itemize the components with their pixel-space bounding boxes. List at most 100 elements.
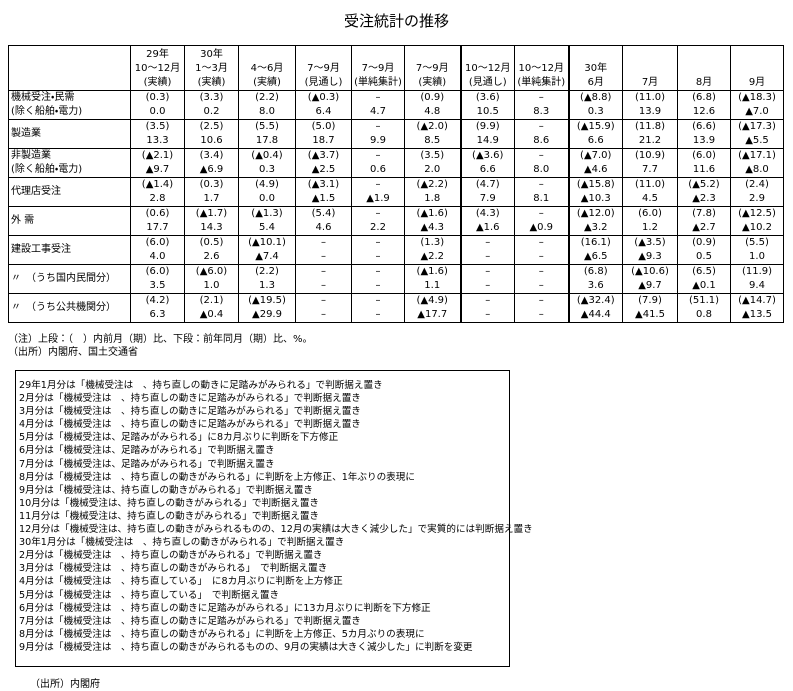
- column-header: 10～12月 (単純集計): [514, 45, 570, 91]
- cell-bottom: 2.0: [404, 163, 462, 178]
- cell-top: (6.5): [677, 264, 731, 279]
- header-row: 29年 10～12月 (実績) 30年 1～3月 (実績) 4～6月 (実績) 7～9月 (見通し…: [8, 45, 784, 91]
- column-header: 10～12月 (見通し): [460, 45, 515, 91]
- cell-top: (▲32.4): [568, 293, 623, 308]
- cell-top: (▲1.7): [184, 206, 239, 221]
- cell-bottom: 1.1: [404, 279, 462, 294]
- header-line: 9月: [748, 77, 766, 88]
- header-line: (単純集計): [354, 77, 402, 88]
- cell-top: (▲12.0): [568, 206, 623, 221]
- box-line: 3月分は「機械受注は 、持ち直しの動きに足踏みがみられる」で判断据え置き: [19, 406, 361, 418]
- cell-bottom: 21.2: [622, 134, 678, 149]
- box-line: 2月分は「機械受注は 、持ち直しの動きに足踏みがみられる」で判断据え置き: [19, 393, 361, 405]
- cell-top: (▲8.8): [568, 90, 623, 105]
- cell-top: (6.0): [622, 206, 678, 221]
- cell-bottom: 4.5: [622, 192, 678, 207]
- row-top: 非製造業 (除く船舶・電力) (▲2.1) (3.4) (▲0.4) (▲3.7) – (3.…: [8, 148, 784, 178]
- cell-top: –: [514, 90, 570, 105]
- header-line: 10～12月: [465, 63, 511, 74]
- cell-top: (2.2): [238, 90, 296, 105]
- header-line: 7～9月: [361, 63, 395, 74]
- cell-bottom: 1.0: [730, 250, 784, 265]
- cell-top: (▲17.1): [730, 148, 784, 163]
- cell-bottom: 12.6: [677, 105, 731, 120]
- cell-top: (11.0): [622, 177, 678, 192]
- box-line: 2月分は「機械受注は 、持ち直しの動きがみられる」で判断据え置き: [19, 550, 323, 562]
- note: （出所）内閣府、国土交通省: [8, 347, 138, 358]
- header-line: (実績): [143, 77, 172, 88]
- box-line: 29年1月分は「機械受注は 、持ち直しの動きに足踏みがみられる」で判断据え置き: [19, 380, 383, 391]
- cell-top: (5.0): [295, 119, 352, 134]
- cell-top: –: [351, 264, 405, 279]
- cell-bottom: –: [514, 308, 570, 323]
- cell-top: (4.3): [460, 206, 515, 221]
- cell-top: –: [295, 235, 352, 250]
- cell-bottom: 1.2: [622, 221, 678, 236]
- cell-top: (1.3): [404, 235, 462, 250]
- box-line: 5月分は「機械受注は、足踏みがみられる」に8カ月ぶりに判断を下方修正: [19, 432, 339, 444]
- cell-top: (▲6.0): [184, 264, 239, 279]
- header-line: (単純集計): [517, 77, 566, 88]
- header-line: 6月: [587, 77, 604, 88]
- cell-bottom: 8.0: [514, 163, 570, 178]
- cell-top: (0.3): [130, 90, 185, 105]
- cell-top: (6.6): [677, 119, 731, 134]
- cell-bottom: –: [460, 250, 515, 265]
- cell-top: (▲14.7): [730, 293, 784, 308]
- row-top: 〃 （うち国内民間分） (6.0) (▲6.0) (2.2) – – (▲1.6) – – (6.…: [8, 264, 784, 294]
- cell-top: –: [514, 264, 570, 279]
- box-line: 3月分は「機械受注は 、持ち直しの動きがみられる」 で判断据え置き: [19, 563, 328, 575]
- cell-bottom: 6.4: [295, 105, 352, 120]
- cell-bottom: ▲2.3: [677, 192, 731, 207]
- cell-top: –: [460, 264, 515, 279]
- cell-bottom: ▲1.6: [460, 221, 515, 236]
- cell-top: –: [514, 235, 570, 250]
- row-label: 機械受注・民需 (除く船舶・電力): [8, 90, 131, 120]
- cell-top: (11.9): [730, 264, 784, 279]
- cell-bottom: 2.6: [184, 250, 239, 265]
- cell-bottom: 1.8: [404, 192, 462, 207]
- box-line: 6月分は「機械受注は 、持ち直しの動きに足踏みがみられる」に13カ月ぶりに判断を…: [19, 602, 431, 614]
- box-line: 6月分は「機械受注は、足踏みがみられる」で判断据え置き: [19, 445, 275, 457]
- header-line: 8月: [695, 77, 713, 88]
- label-line: 製造業: [11, 128, 41, 139]
- row-label: 建設工事受注: [8, 235, 131, 265]
- cell-bottom: ▲1.5: [295, 192, 352, 207]
- cell-top: –: [351, 148, 405, 163]
- label-line: 外 需: [11, 215, 35, 226]
- column-header: 7～9月 (見通し): [295, 45, 352, 91]
- cell-top: (▲1.3): [238, 206, 296, 221]
- cell-top: (6.8): [677, 90, 731, 105]
- cell-top: (0.5): [184, 235, 239, 250]
- cell-bottom: 7.9: [460, 192, 515, 207]
- cell-bottom: 0.6: [351, 163, 405, 178]
- cell-bottom: –: [295, 308, 352, 323]
- cell-top: (0.6): [130, 206, 185, 221]
- cell-bottom: 17.7: [130, 221, 185, 236]
- box-line: 7月分は「機械受注は 、持ち直しの動きに足踏みがみられる」で判断据え置き: [19, 615, 361, 627]
- row-label: 〃 （うち公共機関分）: [8, 293, 131, 323]
- cell-top: (4.9): [238, 177, 296, 192]
- label-line: 〃 （うち公共機関分）: [11, 302, 116, 313]
- cell-bottom: 1.0: [184, 279, 239, 294]
- cell-top: –: [351, 206, 405, 221]
- box-source: （出所）内閣府: [30, 679, 100, 690]
- row-top: 代理店受注 (▲1.4) (0.3) (4.9) (▲3.1) – (▲2.2) (4.7) –…: [8, 177, 784, 207]
- cell-bottom: ▲2.5: [295, 163, 352, 178]
- cell-bottom: –: [295, 279, 352, 294]
- row-top: 外 需 (0.6) (▲1.7) (▲1.3) (5.4) – (▲1.6) (4.3) – (▲…: [8, 206, 784, 236]
- cell-bottom: –: [514, 250, 570, 265]
- cell-top: (6.8): [568, 264, 623, 279]
- cell-bottom: 4.8: [404, 105, 462, 120]
- header-line: (見通し): [304, 77, 343, 88]
- cell-bottom: 8.6: [514, 134, 570, 149]
- cell-top: (7.9): [622, 293, 678, 308]
- box-line: 10月分は「機械受注は、持ち直しの動きがみられる」で判断据え置き: [19, 497, 320, 509]
- box-line: 4月分は「機械受注は 、持ち直しの動きに足踏みがみられる」で判断据え置き: [19, 419, 361, 431]
- cell-bottom: 4.0: [130, 250, 185, 265]
- cell-bottom: 0.2: [184, 105, 239, 120]
- box-line: 9月分は「機械受注は、持ち直しの動きがみられる」で判断据え置き: [19, 484, 313, 496]
- box-line: 11月分は「機械受注は、持ち直しの動きがみられる」で判断据え置き: [19, 510, 320, 522]
- column-header: 7～9月 (単純集計): [351, 45, 405, 91]
- column-header: 7月: [622, 45, 678, 91]
